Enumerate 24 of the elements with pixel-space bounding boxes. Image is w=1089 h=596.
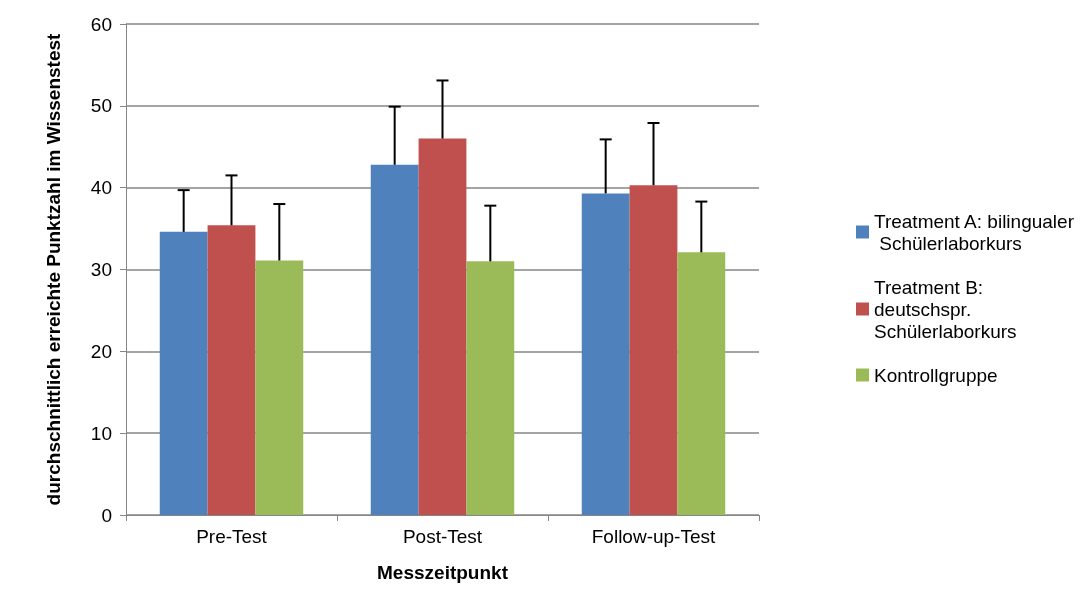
- x-tick-label: Pre-Test: [196, 526, 268, 547]
- y-tick-label: 30: [90, 259, 112, 280]
- bar: [207, 225, 256, 515]
- legend-label: Treatment A: bilingualer Schülerlaborkurs: [874, 210, 1075, 254]
- bar: [159, 231, 208, 515]
- y-tick-label: 0: [101, 504, 112, 526]
- y-axis-title: durchschnittlich erreichte Punktzahl im Wissenstest: [42, 32, 64, 506]
- y-tick-label: 50: [90, 95, 112, 117]
- bar: [581, 193, 630, 515]
- bar: [677, 252, 726, 515]
- bar: [629, 185, 678, 515]
- y-tick-label: 40: [90, 177, 112, 199]
- x-tick-label: Follow-up-Test: [591, 526, 716, 547]
- legend-label: Treatment B: deutschspr. Schülerlaborkurs: [874, 276, 1017, 342]
- x-tick-label: Post-Test: [402, 526, 483, 547]
- y-tick-label: 20: [90, 340, 112, 362]
- legend-label: Kontrollgruppe: [874, 364, 998, 386]
- y-tick-label: 10: [90, 422, 112, 444]
- x-axis-title: Messzeitpunkt: [377, 562, 509, 583]
- bar: [466, 261, 515, 515]
- bar: [370, 164, 419, 515]
- bar: [418, 138, 467, 515]
- y-tick-label: 60: [90, 13, 112, 35]
- bar: [255, 260, 304, 515]
